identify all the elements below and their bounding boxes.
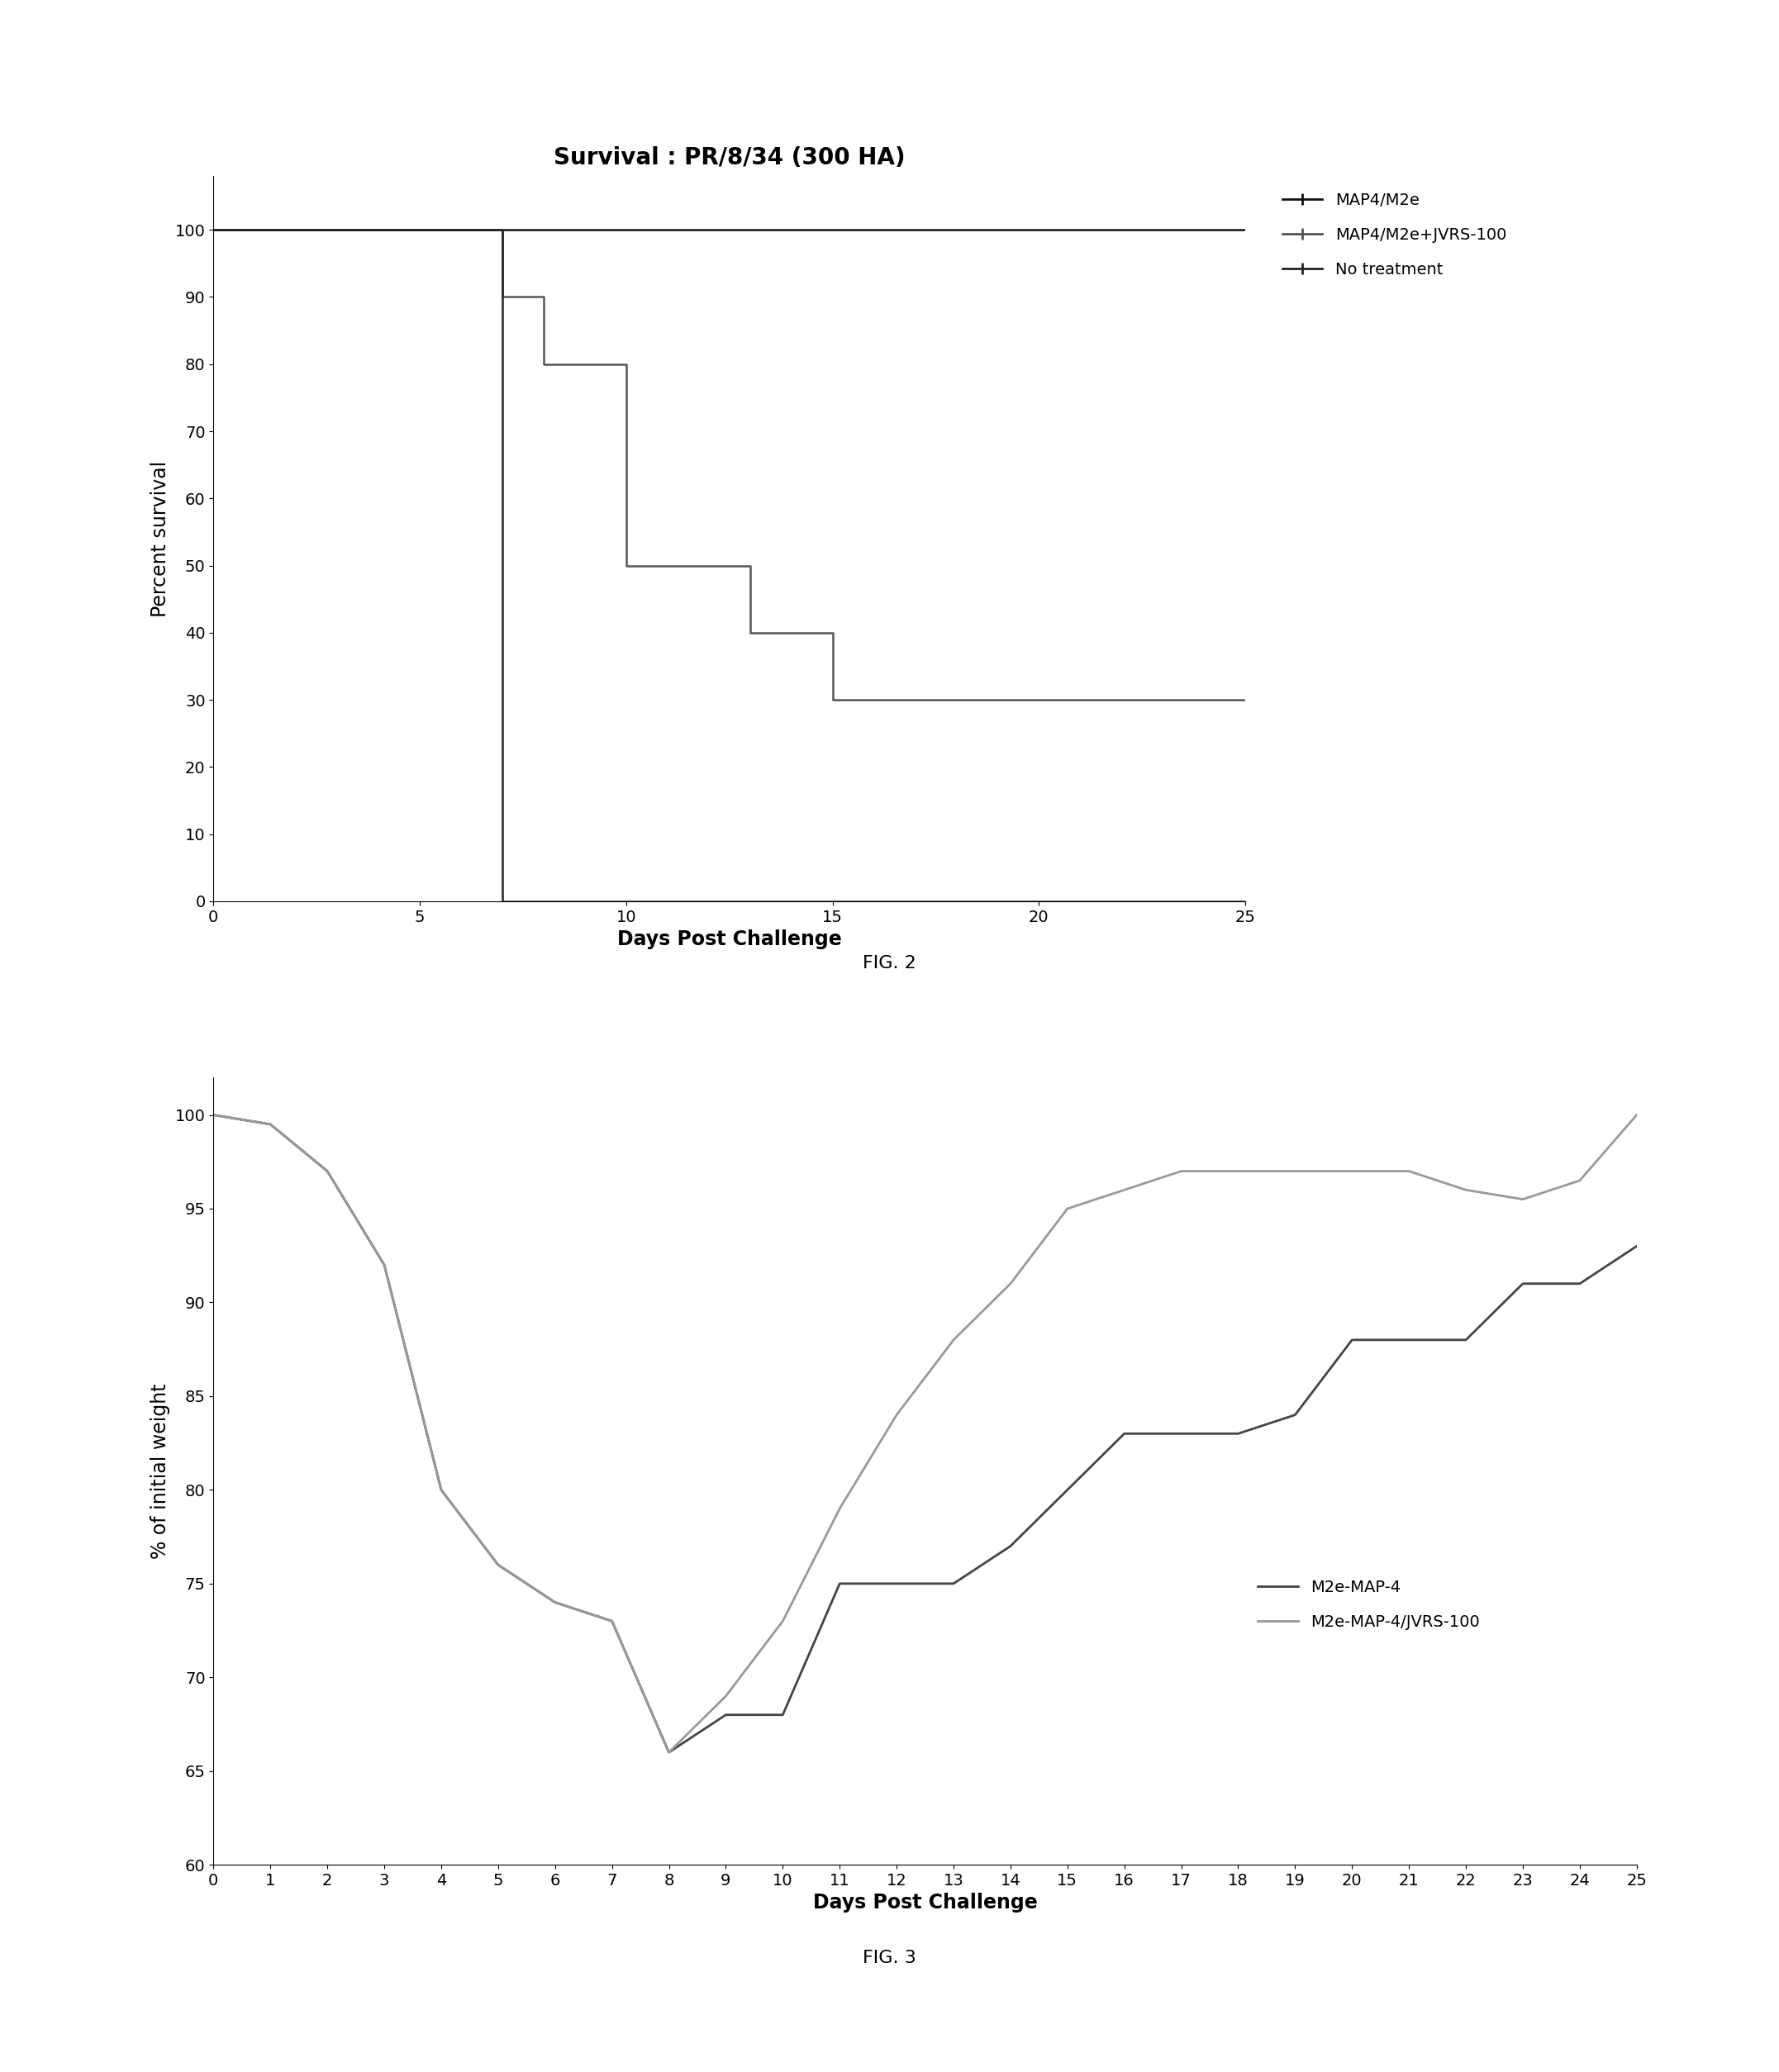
M2e-MAP-4 xyxy=(487,1552,509,1577)
M2e-MAP-4 xyxy=(1000,1533,1021,1558)
M2e-MAP-4/JVRS-100 xyxy=(1000,1272,1021,1297)
M2e-MAP-4/JVRS-100 xyxy=(203,1102,224,1127)
M2e-MAP-4/JVRS-100 xyxy=(829,1496,850,1521)
M2e-MAP-4 xyxy=(1569,1272,1590,1297)
M2e-MAP-4 xyxy=(1284,1403,1306,1428)
M2e-MAP-4/JVRS-100 xyxy=(886,1403,907,1428)
M2e-MAP-4 xyxy=(1057,1477,1078,1502)
M2e-MAP-4/JVRS-100 xyxy=(544,1589,566,1614)
M2e-MAP-4 xyxy=(886,1571,907,1595)
M2e-MAP-4 xyxy=(260,1113,281,1138)
M2e-MAP-4/JVRS-100 xyxy=(601,1608,623,1633)
M2e-MAP-4/JVRS-100 xyxy=(260,1113,281,1138)
M2e-MAP-4 xyxy=(772,1703,793,1728)
M2e-MAP-4/JVRS-100 xyxy=(658,1740,680,1765)
Text: FIG. 3: FIG. 3 xyxy=(863,1950,916,1966)
M2e-MAP-4/JVRS-100 xyxy=(1114,1177,1135,1202)
M2e-MAP-4 xyxy=(1341,1328,1363,1353)
X-axis label: Days Post Challenge: Days Post Challenge xyxy=(813,1894,1037,1912)
M2e-MAP-4 xyxy=(203,1102,224,1127)
M2e-MAP-4/JVRS-100 xyxy=(1455,1177,1477,1202)
Line: M2e-MAP-4/JVRS-100: M2e-MAP-4/JVRS-100 xyxy=(213,1115,1637,1753)
M2e-MAP-4/JVRS-100 xyxy=(1341,1158,1363,1183)
M2e-MAP-4 xyxy=(1626,1233,1647,1258)
M2e-MAP-4/JVRS-100 xyxy=(1228,1158,1249,1183)
M2e-MAP-4/JVRS-100 xyxy=(1569,1169,1590,1193)
M2e-MAP-4/JVRS-100 xyxy=(1057,1196,1078,1220)
X-axis label: Days Post Challenge: Days Post Challenge xyxy=(617,930,841,949)
Y-axis label: % of initial weight: % of initial weight xyxy=(151,1384,171,1558)
M2e-MAP-4 xyxy=(317,1158,338,1183)
M2e-MAP-4/JVRS-100 xyxy=(1284,1158,1306,1183)
M2e-MAP-4 xyxy=(1171,1421,1192,1446)
M2e-MAP-4/JVRS-100 xyxy=(1626,1102,1647,1127)
M2e-MAP-4 xyxy=(544,1589,566,1614)
Legend: M2e-MAP-4, M2e-MAP-4/JVRS-100: M2e-MAP-4, M2e-MAP-4/JVRS-100 xyxy=(1251,1573,1485,1637)
Legend: MAP4/M2e, MAP4/M2e+JVRS-100, No treatment: MAP4/M2e, MAP4/M2e+JVRS-100, No treatmen… xyxy=(1274,184,1514,286)
M2e-MAP-4/JVRS-100 xyxy=(943,1328,964,1353)
M2e-MAP-4 xyxy=(1114,1421,1135,1446)
M2e-MAP-4/JVRS-100 xyxy=(1171,1158,1192,1183)
M2e-MAP-4 xyxy=(1228,1421,1249,1446)
M2e-MAP-4 xyxy=(658,1740,680,1765)
M2e-MAP-4/JVRS-100 xyxy=(772,1608,793,1633)
M2e-MAP-4/JVRS-100 xyxy=(317,1158,338,1183)
Line: M2e-MAP-4: M2e-MAP-4 xyxy=(213,1115,1637,1753)
M2e-MAP-4/JVRS-100 xyxy=(431,1477,452,1502)
M2e-MAP-4 xyxy=(1455,1328,1477,1353)
M2e-MAP-4 xyxy=(715,1703,737,1728)
M2e-MAP-4/JVRS-100 xyxy=(374,1251,395,1276)
M2e-MAP-4 xyxy=(374,1251,395,1276)
M2e-MAP-4/JVRS-100 xyxy=(715,1685,737,1709)
Text: FIG. 2: FIG. 2 xyxy=(863,955,916,972)
Title: Survival : PR/8/34 (300 HA): Survival : PR/8/34 (300 HA) xyxy=(553,147,906,170)
M2e-MAP-4 xyxy=(601,1608,623,1633)
M2e-MAP-4/JVRS-100 xyxy=(1398,1158,1420,1183)
M2e-MAP-4 xyxy=(943,1571,964,1595)
M2e-MAP-4/JVRS-100 xyxy=(1512,1187,1533,1212)
Y-axis label: Percent survival: Percent survival xyxy=(151,460,171,617)
M2e-MAP-4 xyxy=(829,1571,850,1595)
M2e-MAP-4 xyxy=(1512,1272,1533,1297)
M2e-MAP-4/JVRS-100 xyxy=(487,1552,509,1577)
M2e-MAP-4 xyxy=(1398,1328,1420,1353)
M2e-MAP-4 xyxy=(431,1477,452,1502)
